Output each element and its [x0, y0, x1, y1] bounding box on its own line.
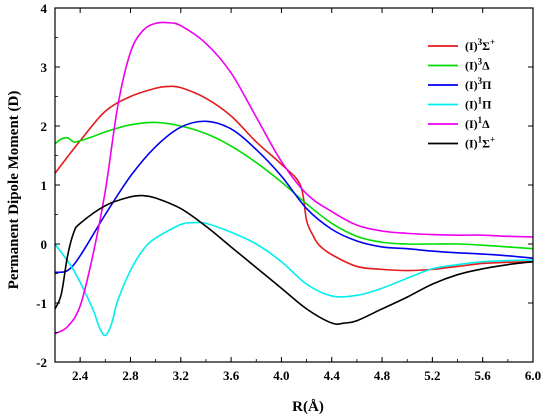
- x-tick-label: 4.0: [273, 368, 289, 383]
- legend-label-base: (I): [465, 78, 478, 92]
- legend-label-base: (I): [465, 59, 478, 73]
- series-line-3: [54, 221, 534, 337]
- y-tick-label: -2: [36, 355, 47, 370]
- x-axis-title: R(Å): [292, 399, 324, 415]
- legend-label: (I)3Δ: [465, 57, 490, 73]
- legend-label-sup: 3: [478, 57, 483, 67]
- y-axis-title: Permanent Dipole Moment (D): [6, 91, 22, 290]
- x-tick-label: 3.6: [223, 368, 240, 383]
- x-tick-label: 2.4: [72, 368, 89, 383]
- plot-curves: [54, 21, 534, 337]
- legend-label-symbol: Σ: [482, 39, 490, 53]
- x-tick-label: 2.8: [122, 368, 139, 383]
- series-line-2: [54, 120, 534, 274]
- series-line-0: [54, 85, 534, 272]
- legend-label-base: (I): [465, 117, 478, 131]
- legend-label-sup: 3: [478, 76, 483, 86]
- y-axis: -2 -1 0 1 2 3 4: [36, 1, 533, 370]
- legend-label-sup: 3: [478, 37, 483, 47]
- legend-label-sup: 1: [478, 96, 483, 106]
- x-tick-label: 4.8: [374, 368, 391, 383]
- y-tick-label: 2: [41, 119, 48, 134]
- legend-label: (I)1Π: [465, 96, 492, 112]
- legend: (I)3Σ+(I)3Δ(I)3Π(I)1Π(I)1Δ(I)1Σ+: [428, 37, 495, 151]
- x-tick-label: 5.6: [475, 368, 492, 383]
- series-line-5: [54, 194, 534, 325]
- legend-label-symbol: Π: [482, 78, 492, 92]
- series-line-4: [54, 21, 534, 335]
- x-tick-label: 6.0: [525, 368, 541, 383]
- x-tick-label: 5.2: [424, 368, 440, 383]
- legend-label-symbol: Π: [482, 98, 492, 112]
- x-tick-label: 3.2: [173, 368, 189, 383]
- legend-label-base: (I): [465, 137, 478, 151]
- x-axis: 2.4 2.8 3.2 3.6 4.0 4.4 4.8 5.2 5.6 6.0: [54, 8, 541, 383]
- legend-label-sup: 1: [478, 115, 483, 125]
- legend-label-symbol: Σ: [482, 137, 490, 151]
- legend-label-sup: 1: [478, 135, 483, 145]
- x-tick-label: 4.4: [324, 368, 341, 383]
- y-tick-label: 0: [41, 237, 48, 252]
- legend-label-sup2: +: [490, 37, 495, 47]
- y-tick-label: 4: [41, 1, 48, 16]
- series-line-1: [54, 121, 534, 250]
- y-tick-label: 1: [41, 178, 48, 193]
- legend-label: (I)1Σ+: [465, 135, 495, 151]
- legend-label-base: (I): [465, 39, 478, 53]
- legend-label-symbol: Δ: [482, 117, 490, 131]
- y-tick-label: 3: [41, 60, 48, 75]
- legend-label: (I)3Π: [465, 76, 492, 92]
- legend-label-base: (I): [465, 98, 478, 112]
- legend-label-symbol: Δ: [482, 59, 490, 73]
- legend-label-sup2: +: [490, 135, 495, 145]
- plot-border: [54, 7, 534, 363]
- y-tick-label: -1: [36, 296, 47, 311]
- legend-label: (I)3Σ+: [465, 37, 495, 53]
- legend-label: (I)1Δ: [465, 115, 490, 131]
- plot-frame: [54, 7, 534, 363]
